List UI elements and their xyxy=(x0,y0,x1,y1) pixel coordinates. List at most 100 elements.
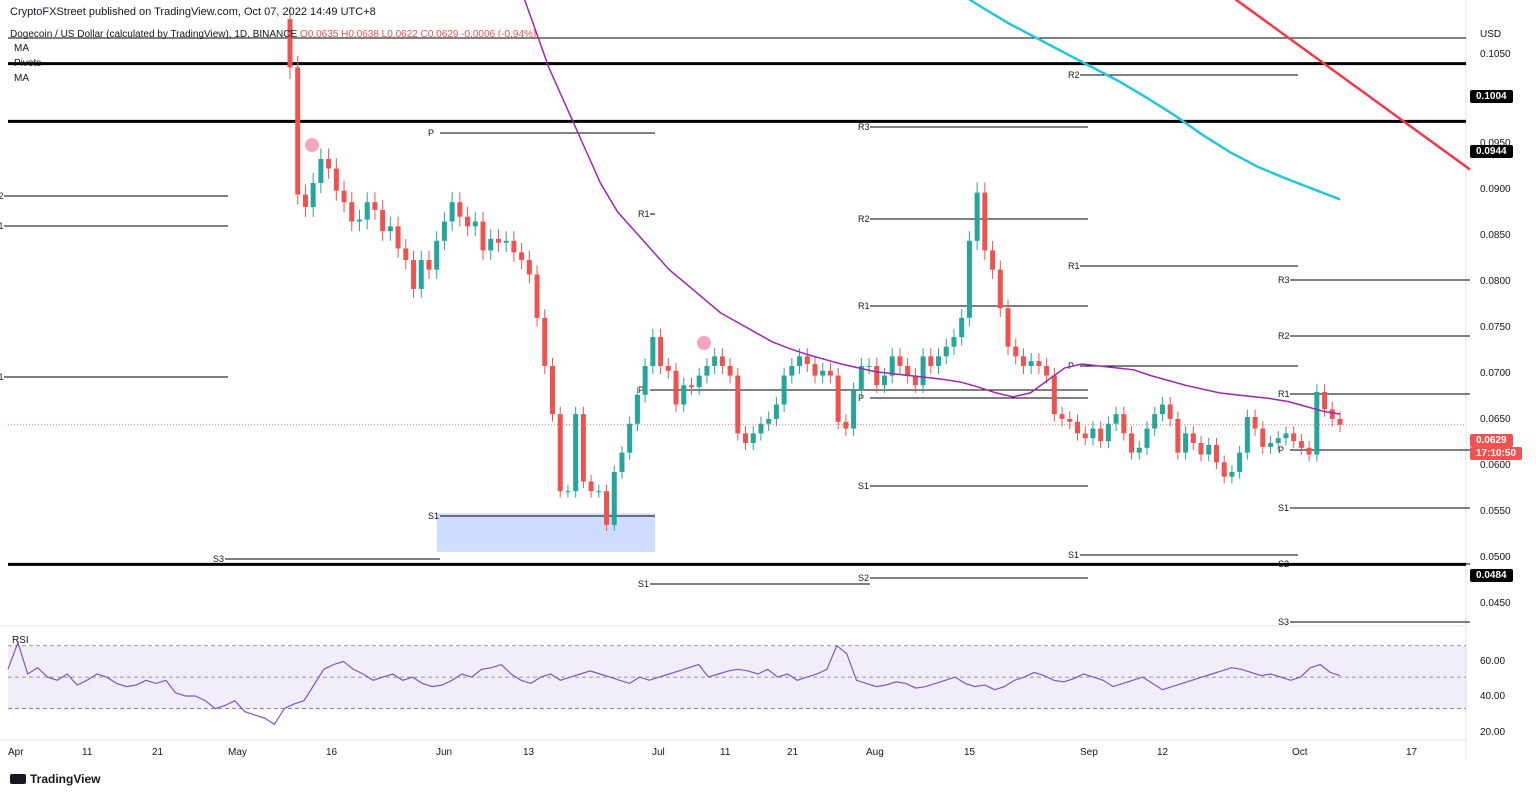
zone-rect xyxy=(437,513,655,552)
candle-body-43 xyxy=(619,452,625,472)
candle-body-29 xyxy=(511,240,517,253)
candle-body-4 xyxy=(318,158,324,183)
candle-body-27 xyxy=(495,238,501,243)
candle-body-77 xyxy=(881,375,887,386)
legend-ma1[interactable]: MA xyxy=(14,43,29,54)
time-label-12: Sep xyxy=(1080,747,1098,758)
candle-body-83 xyxy=(928,356,934,366)
candle-body-125 xyxy=(1252,417,1258,429)
candle-body-42 xyxy=(611,471,617,525)
candle-body-109 xyxy=(1129,433,1135,453)
candle-body-44 xyxy=(627,423,633,453)
time-label-8: 11 xyxy=(720,747,731,758)
candle-body-117 xyxy=(1190,433,1196,444)
time-label-1: 11 xyxy=(82,747,93,758)
candle-body-105 xyxy=(1098,428,1104,442)
time-label-0: Apr xyxy=(8,747,24,758)
time-label-5: Jun xyxy=(436,747,452,758)
candle-body-66 xyxy=(797,356,803,366)
currency-label: USD xyxy=(1480,29,1502,40)
candle-body-20 xyxy=(441,221,447,241)
moving-averages xyxy=(523,0,1471,415)
candle-body-3 xyxy=(310,182,316,208)
pivot-label-21: P xyxy=(1278,445,1284,455)
candle-body-15 xyxy=(403,248,409,261)
candle-body-56 xyxy=(719,356,725,366)
candle-body-103 xyxy=(1082,433,1088,439)
candle-body-7 xyxy=(341,190,347,203)
candle-body-57 xyxy=(727,365,733,376)
rsi-tick-0: 60.00 xyxy=(1480,656,1505,667)
rsi-label[interactable]: RSI xyxy=(12,635,29,646)
pivot-label-23: S2 xyxy=(1278,559,1289,569)
candle-body-111 xyxy=(1144,428,1150,448)
candle-body-22 xyxy=(457,202,463,217)
candle-body-108 xyxy=(1121,414,1127,434)
candle-body-55 xyxy=(712,356,718,366)
candle-body-61 xyxy=(758,423,764,434)
legend-ma2[interactable]: MA xyxy=(14,73,29,84)
price-tick-4: 0.0850 xyxy=(1480,230,1511,241)
candle-body-23 xyxy=(465,216,471,227)
candle-body-97 xyxy=(1036,361,1042,366)
candle-body-59 xyxy=(743,433,749,444)
candle-body-19 xyxy=(434,240,440,270)
candle-body-119 xyxy=(1206,444,1212,455)
candle-body-114 xyxy=(1167,404,1173,419)
candle-body-86 xyxy=(951,337,957,347)
tradingview-logo[interactable]: TradingView xyxy=(10,772,100,786)
candle-body-48 xyxy=(658,337,664,366)
level-tag-1: 0.0944 xyxy=(1470,145,1513,158)
ohlc-values: O0.0635 H0.0638 L0.0622 C0.0629 -0.0006 … xyxy=(299,29,537,40)
time-label-3: May xyxy=(228,747,247,758)
reaction-markers xyxy=(305,138,711,350)
time-label-6: 13 xyxy=(523,747,535,758)
legend-title[interactable]: Dogecoin / US Dollar (calculated by Trad… xyxy=(10,29,536,40)
candle-body-47 xyxy=(650,337,656,366)
candle-body-50 xyxy=(673,370,679,405)
candle-body-98 xyxy=(1044,365,1050,376)
candle-body-18 xyxy=(426,260,432,270)
candle-body-87 xyxy=(959,317,965,338)
candle-body-1 xyxy=(295,67,301,195)
price-tick-11: 0.0500 xyxy=(1480,552,1511,563)
candle-body-131 xyxy=(1298,441,1304,448)
pivot-label-11: R2 xyxy=(1068,70,1080,80)
pivot-label-8: R3 xyxy=(858,122,870,132)
candle-body-106 xyxy=(1105,423,1111,442)
candle-body-121 xyxy=(1221,462,1227,477)
pivot-label-10: R1 xyxy=(858,301,870,311)
time-label-15: 17 xyxy=(1406,747,1418,758)
marker-may xyxy=(305,138,319,152)
price-tick-2: 0.0950 xyxy=(1480,138,1511,149)
pivot-label-7: S1 xyxy=(638,579,649,589)
pivot-label-14: S2 xyxy=(858,573,869,583)
candle-body-33 xyxy=(542,317,548,366)
legend-pivots[interactable]: Pivots xyxy=(14,58,42,69)
candle-body-129 xyxy=(1283,433,1289,439)
pivot-label-5: S1 xyxy=(428,511,439,521)
time-label-14: Oct xyxy=(1292,747,1308,758)
candle-body-135 xyxy=(1329,409,1335,419)
candle-body-64 xyxy=(781,375,787,405)
candle-body-41 xyxy=(604,491,610,525)
candle-body-21 xyxy=(449,202,455,222)
price-tick-6: 0.0750 xyxy=(1480,322,1511,333)
candle-body-123 xyxy=(1237,452,1243,472)
candle-body-136 xyxy=(1337,418,1343,425)
candle-body-74 xyxy=(858,365,864,391)
candle-body-95 xyxy=(1020,356,1026,366)
candle-body-88 xyxy=(966,240,972,318)
candle-body-132 xyxy=(1306,447,1312,455)
candle-body-107 xyxy=(1113,414,1119,424)
time-label-9: 21 xyxy=(787,747,799,758)
pivot-lines: R2 R1 R1 P R1 S1 S3 S1 R3 R2 R1 R2 P S1 S2 R1 P S1 R3 R2 R1 P… xyxy=(0,70,1470,627)
candle-body-120 xyxy=(1213,444,1219,463)
candle-body-14 xyxy=(395,226,401,249)
candle-body-25 xyxy=(480,221,486,251)
candle-body-12 xyxy=(380,209,386,232)
candle-body-94 xyxy=(1013,346,1019,357)
candle-body-5 xyxy=(326,158,332,169)
candle-body-51 xyxy=(681,385,687,405)
